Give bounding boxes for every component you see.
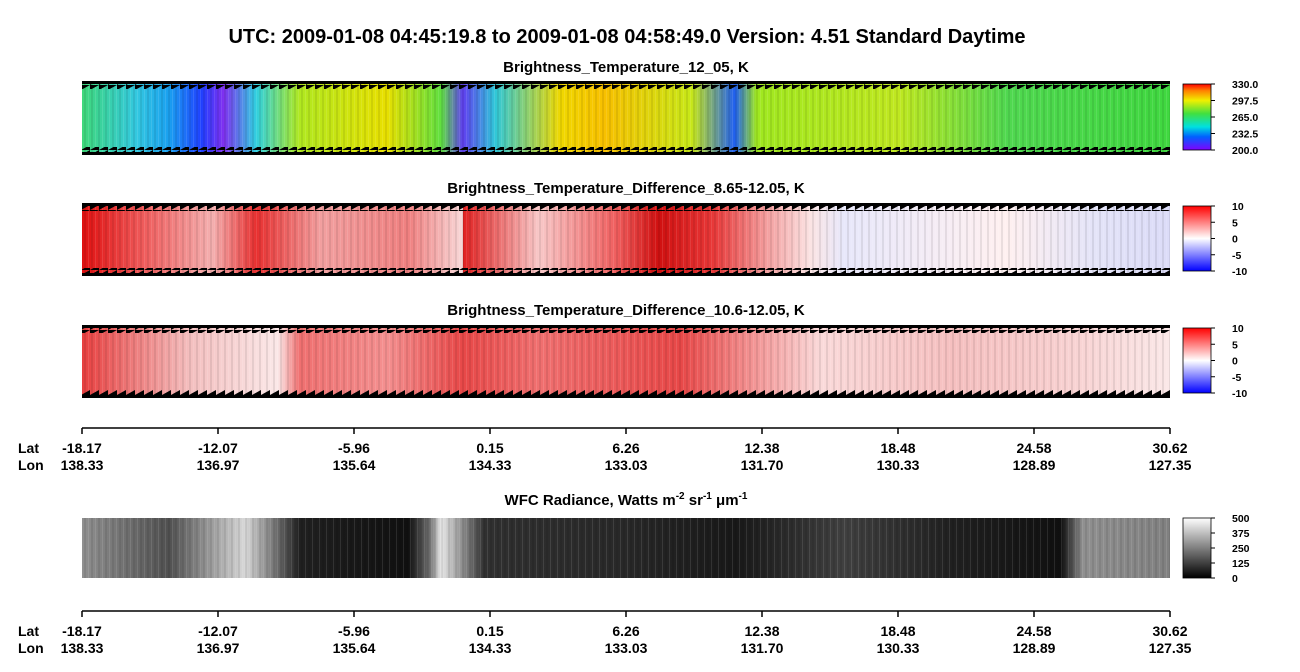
lat-tick-label: 30.62 bbox=[1152, 623, 1187, 639]
lon-label: Lon bbox=[18, 457, 44, 473]
lon-tick-label: 130.33 bbox=[877, 640, 920, 656]
colorbar-tick-label: 265.0 bbox=[1232, 112, 1258, 124]
lat-tick-label: 12.38 bbox=[744, 623, 779, 639]
title-superscript: -2 bbox=[676, 491, 685, 502]
lon-tick-label: 127.35 bbox=[1149, 457, 1192, 473]
colorbar-tick-label: 250 bbox=[1232, 543, 1250, 555]
lon-tick-label: 133.03 bbox=[605, 457, 648, 473]
border-saw bbox=[82, 206, 1170, 211]
title-superscript: -1 bbox=[703, 491, 712, 502]
lat-tick-label: -5.96 bbox=[338, 440, 370, 456]
image-texture bbox=[82, 84, 1170, 152]
colorbar-tick-label: 0 bbox=[1232, 573, 1238, 585]
border-bottom bbox=[82, 395, 1170, 398]
panel-title: Brightness_Temperature_12_05, K bbox=[503, 59, 749, 76]
lon-tick-label: 135.64 bbox=[333, 457, 376, 473]
lat-tick-label: 12.38 bbox=[744, 440, 779, 456]
lat-tick-label: 18.48 bbox=[880, 440, 915, 456]
lon-tick-label: 128.89 bbox=[1013, 457, 1056, 473]
lat-label: Lat bbox=[18, 440, 39, 456]
lat-tick-label: -18.17 bbox=[62, 440, 102, 456]
colorbar-tick-label: 5 bbox=[1232, 217, 1238, 229]
lat-tick-label: -12.07 bbox=[198, 440, 238, 456]
lon-tick-label: 134.33 bbox=[469, 640, 512, 656]
lat-tick-label: 30.62 bbox=[1152, 440, 1187, 456]
colorbar-tick-label: -5 bbox=[1232, 372, 1241, 384]
title-part: sr bbox=[685, 492, 704, 509]
colorbar bbox=[1182, 327, 1212, 394]
lon-tick-label: 131.70 bbox=[741, 457, 784, 473]
lat-tick-label: 6.26 bbox=[612, 623, 639, 639]
lat-tick-label: -18.17 bbox=[62, 623, 102, 639]
lon-tick-label: 127.35 bbox=[1149, 640, 1192, 656]
lat-tick-label: -12.07 bbox=[198, 623, 238, 639]
figure-title: UTC: 2009-01-08 04:45:19.8 to 2009-01-08… bbox=[228, 26, 1025, 48]
border-top bbox=[82, 81, 1170, 84]
image-texture bbox=[82, 518, 1170, 578]
colorbar-tick-label: -10 bbox=[1232, 266, 1247, 278]
colorbar-tick-label: 200.0 bbox=[1232, 145, 1258, 157]
border-saw bbox=[82, 147, 1170, 152]
lon-tick-label: 136.97 bbox=[197, 457, 240, 473]
lon-tick-label: 138.33 bbox=[61, 457, 104, 473]
colorbar-tick-label: 125 bbox=[1232, 558, 1250, 570]
border-saw bbox=[82, 328, 1170, 333]
lon-tick-label: 130.33 bbox=[877, 457, 920, 473]
colorbar-tick-label: 0 bbox=[1232, 234, 1238, 246]
border-saw bbox=[82, 390, 1170, 395]
lon-tick-label: 128.89 bbox=[1013, 640, 1056, 656]
lat-tick-label: 6.26 bbox=[612, 440, 639, 456]
lon-tick-label: 134.33 bbox=[469, 457, 512, 473]
lat-label: Lat bbox=[18, 623, 39, 639]
panel-title: Brightness_Temperature_Difference_8.65-1… bbox=[447, 180, 805, 197]
colorbar-tick-label: 297.5 bbox=[1232, 96, 1258, 108]
lat-tick-label: 24.58 bbox=[1016, 623, 1051, 639]
colorbar-tick-label: -5 bbox=[1232, 250, 1241, 262]
colorbar-tick-label: 500 bbox=[1232, 513, 1250, 525]
title-part: μm bbox=[712, 492, 739, 509]
border-saw bbox=[82, 84, 1170, 89]
title-superscript: -1 bbox=[739, 491, 748, 502]
lon-tick-label: 136.97 bbox=[197, 640, 240, 656]
lat-tick-label: 0.15 bbox=[476, 440, 503, 456]
colorbar-tick-label: 0 bbox=[1232, 356, 1238, 368]
image-texture bbox=[82, 328, 1170, 395]
colorbar-tick-label: 232.5 bbox=[1232, 129, 1258, 141]
colorbar bbox=[1182, 205, 1212, 272]
panel-title: Brightness_Temperature_Difference_10.6-1… bbox=[447, 302, 805, 319]
colorbar-tick-label: 5 bbox=[1232, 339, 1238, 351]
border-bottom bbox=[82, 273, 1170, 276]
border-bottom bbox=[82, 152, 1170, 155]
colorbar bbox=[1182, 83, 1212, 151]
image-texture bbox=[82, 206, 1170, 273]
colorbar-tick-label: 10 bbox=[1232, 323, 1244, 335]
title-part: WFC Radiance, Watts m bbox=[505, 492, 676, 509]
colorbar-tick-label: 375 bbox=[1232, 528, 1250, 540]
lon-label: Lon bbox=[18, 640, 44, 656]
lat-tick-label: -5.96 bbox=[338, 623, 370, 639]
panel-title: WFC Radiance, Watts m-2 sr-1 μm-1 bbox=[505, 491, 748, 509]
lon-tick-label: 131.70 bbox=[741, 640, 784, 656]
colorbar-tick-label: 330.0 bbox=[1232, 79, 1258, 91]
lat-tick-label: 18.48 bbox=[880, 623, 915, 639]
colorbar-tick-label: 10 bbox=[1232, 201, 1244, 213]
lon-tick-label: 135.64 bbox=[333, 640, 376, 656]
lat-tick-label: 0.15 bbox=[476, 623, 503, 639]
lon-tick-label: 138.33 bbox=[61, 640, 104, 656]
lon-tick-label: 133.03 bbox=[605, 640, 648, 656]
border-top bbox=[82, 203, 1170, 206]
lat-tick-label: 24.58 bbox=[1016, 440, 1051, 456]
border-saw bbox=[82, 268, 1170, 273]
colorbar-tick-label: -10 bbox=[1232, 388, 1247, 400]
colorbar bbox=[1182, 517, 1212, 579]
border-top bbox=[82, 325, 1170, 328]
